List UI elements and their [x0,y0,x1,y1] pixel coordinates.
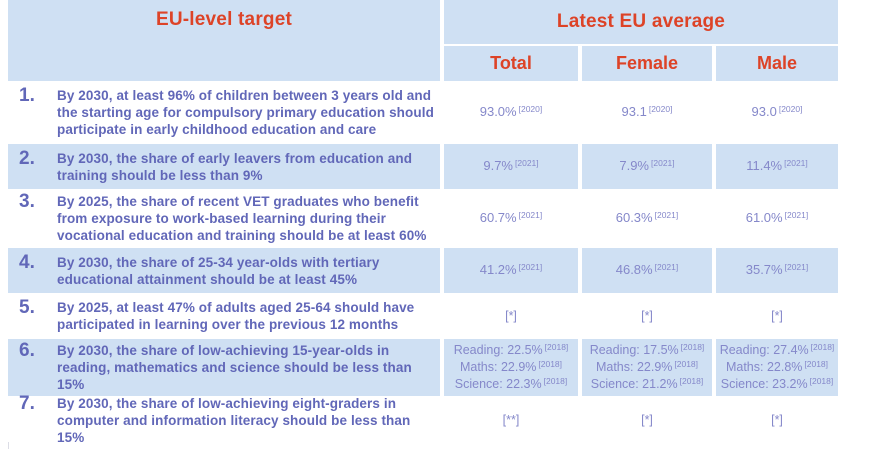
year-note: [2020] [518,104,543,114]
row-number: 3. [19,191,35,212]
value-cell-total-4: 41.2% [2021] [444,248,578,293]
value-cell-male-7: [*] [771,413,783,427]
year-note: [2020] [648,104,673,114]
year-note: [2018] [680,342,705,352]
year-note: [2018] [804,359,829,369]
target-cell-3: 3. By 2025, the share of recent VET grad… [8,191,440,246]
eu-targets-table: EU-level target Latest EU average Total … [8,0,838,445]
year-note: [2018] [810,342,835,352]
row-number: 5. [19,297,35,318]
value-cell-total-5: [*] [505,309,517,323]
target-text: By 2025, at least 47% of adults aged 25-… [57,300,415,332]
column-header-total: Total [444,46,578,81]
year-note: [2021] [518,262,543,272]
year-note: [2018] [538,359,563,369]
target-text: By 2025, the share of recent VET graduat… [57,194,427,243]
year-note: [2021] [518,210,543,220]
row-number: 7. [19,392,35,414]
year-note: [2021] [784,262,809,272]
target-text: By 2030, the share of low-achieving 15-y… [57,343,412,392]
target-text: By 2030, the share of low-achieving eigh… [57,395,411,445]
row-number: 2. [19,147,35,169]
year-note: [2021] [784,210,809,220]
value-cell-female-7: [*] [641,413,653,427]
value-cell-total-3: 60.7% [2021] [479,210,543,225]
value-cell-male-4: 35.7% [2021] [716,248,838,293]
row-number: 1. [19,85,35,106]
target-text: By 2030, the share of 25-34 year-olds wi… [57,254,380,287]
row-number: 4. [19,251,35,273]
value-cell-female-2: 7.9% [2021] [582,144,712,189]
header-eu-level-target: EU-level target [8,0,440,81]
target-text: By 2030, the share of early leavers from… [57,150,413,183]
value-cell-female-6: Reading: 17.5% [2018] Maths: 22.9% [2018] … [582,339,712,396]
value-cell-total-2: 9.7% [2021] [444,144,578,189]
year-note: [2021] [784,158,808,168]
value-cell-male-3: 61.0% [2021] [745,210,809,225]
header-latest-eu-average: Latest EU average [444,0,838,44]
year-note: [2021] [515,158,539,168]
target-cell-1: 1. By 2030, at least 96% of children bet… [8,83,440,142]
value-cell-total-6: Reading: 22.5% [2018] Maths: 22.9% [2018] … [444,339,578,396]
value-cell-male-1: 93.0 [2020] [751,104,803,119]
value-cell-male-5: [*] [771,309,783,323]
target-cell-7: 7. By 2030, the share of low-achieving e… [8,392,440,445]
year-note: [2018] [809,376,834,386]
target-text: By 2030, at least 96% of children betwee… [57,88,434,137]
row-number: 6. [19,340,35,361]
target-cell-2: 2. By 2030, the share of early leavers f… [8,144,440,189]
value-cell-female-3: 60.3% [2021] [615,210,679,225]
year-note: [2021] [654,210,679,220]
year-note: [2018] [543,376,568,386]
value-cell-total-1: 93.0% [2020] [479,104,543,119]
year-note: [2021] [651,158,675,168]
value-cell-male-2: 11.4% [2021] [716,144,838,189]
year-note: [2018] [679,376,704,386]
value-cell-female-5: [*] [641,309,653,323]
target-cell-4: 4. By 2030, the share of 25-34 year-olds… [8,248,440,293]
column-header-female: Female [582,46,712,81]
year-note: [2020] [778,104,803,114]
value-cell-male-6: Reading: 27.4% [2018] Maths: 22.8% [2018] … [716,339,838,396]
column-header-male: Male [716,46,838,81]
year-note: [2021] [654,262,679,272]
year-note: [2018] [544,342,569,352]
target-cell-6: 6. By 2030, the share of low-achieving 1… [8,339,440,396]
year-note: [2018] [674,359,699,369]
value-cell-total-7: [**] [502,413,520,427]
target-cell-5: 5. By 2025, at least 47% of adults aged … [8,295,440,337]
value-cell-female-4: 46.8% [2021] [582,248,712,293]
value-cell-female-1: 93.1 [2020] [621,104,673,119]
